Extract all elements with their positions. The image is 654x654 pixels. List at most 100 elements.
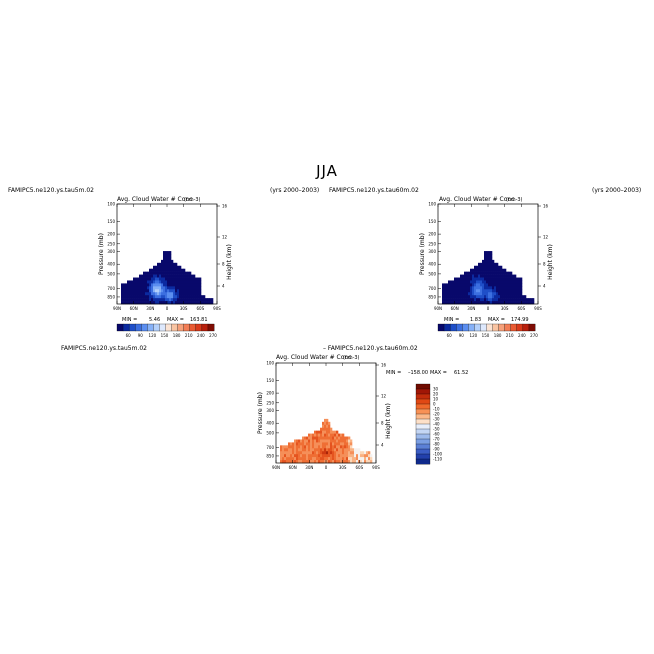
panel3-x-tick-label: 30N: [305, 465, 313, 470]
panel1-field-cell: [159, 277, 162, 281]
panel1-field-cell: [179, 271, 182, 275]
panel2-field-cell: [516, 289, 519, 293]
panel3-field-cell: [290, 457, 293, 461]
panel1-field-cell: [193, 298, 196, 302]
panel3-field-cell: [290, 454, 293, 458]
panel1-field-cell: [185, 277, 188, 281]
panel1-field-cell: [171, 289, 174, 293]
panel1-field-cell: [139, 283, 142, 287]
panel1-field-cell: [169, 298, 172, 302]
panel2-field-cell: [456, 283, 459, 287]
panel3-field-cell: [306, 460, 309, 464]
panel3-field-cell: [308, 457, 311, 461]
panel2-field-cell: [468, 295, 471, 299]
panel3-field-cell: [316, 454, 319, 458]
panel1-field-cell: [175, 274, 178, 278]
panel3-colorbar-label: 30: [433, 387, 439, 392]
panel3-field-cell: [352, 451, 355, 455]
panel2-field-cell: [470, 292, 473, 296]
panel1-field-cell: [151, 271, 154, 275]
panel3-field-cell: [324, 454, 327, 458]
panel3-field-cell: [300, 448, 303, 452]
panel3-field-cell: [322, 457, 325, 461]
panel1-field-cell: [147, 277, 150, 281]
panel2-field-cell: [512, 286, 515, 290]
panel3-field-cell: [352, 457, 355, 461]
panel2-field-cell: [490, 265, 493, 269]
panel2-field-cell: [458, 280, 461, 284]
panel2-field-cell: [456, 295, 459, 299]
panel1-max-label: MAX =: [167, 317, 184, 323]
panel1-field-cell: [177, 271, 180, 275]
panel1-field-cell: [141, 295, 144, 299]
panel2-field-cell: [528, 298, 531, 302]
panel3-field-cell: [316, 436, 319, 440]
panel3-field-cell: [316, 460, 319, 464]
panel1-field-cell: [151, 268, 154, 272]
panel3-field-cell: [318, 457, 321, 461]
panel3-field-cell: [340, 433, 343, 437]
panel3-field-cell: [310, 457, 313, 461]
panel2-field-cell: [518, 301, 521, 305]
panel2-field-cell: [508, 298, 511, 302]
panel2-field-cell: [504, 274, 507, 278]
panel2-field-cell: [486, 274, 489, 278]
panel1-field-cell: [145, 280, 148, 284]
panel3-field-cell: [306, 442, 309, 446]
panel2-field-cell: [462, 283, 465, 287]
panel1-field-cell: [199, 292, 202, 296]
panel1-field-cell: [153, 301, 156, 305]
panel1-field-cell: [185, 298, 188, 302]
panel2-field-cell: [474, 301, 477, 305]
panel1-field-cell: [163, 289, 166, 293]
panel2-field-cell: [524, 295, 527, 299]
panel3-field-cell: [346, 436, 349, 440]
panel2-field-cell: [492, 295, 495, 299]
panel2-field-cell: [458, 301, 461, 305]
panel2-field-cell: [520, 283, 523, 287]
panel2-field-cell: [508, 295, 511, 299]
panel3-field-cell: [340, 448, 343, 452]
panel2-field-cell: [468, 286, 471, 290]
panel1-field-cell: [163, 265, 166, 269]
panel2-field-cell: [478, 295, 481, 299]
panel1-field-cell: [143, 274, 146, 278]
panel3-field-cell: [326, 424, 329, 428]
panel2-field-cell: [514, 289, 517, 293]
panel3-field-cell: [348, 451, 351, 455]
panel2-field-cell: [454, 277, 457, 281]
panel1-field-cell: [193, 277, 196, 281]
panel1-field-cell: [141, 274, 144, 278]
panel2-field-cell: [444, 295, 447, 299]
panel3-field-cell: [370, 457, 373, 461]
panel1-field-cell: [173, 262, 176, 267]
panel1-field-cell: [169, 274, 172, 278]
panel3-field-cell: [294, 439, 297, 443]
panel3-field-cell: [284, 454, 287, 458]
panel1-field-cell: [195, 292, 198, 296]
panel2-field-cell: [464, 271, 467, 275]
panel3-field-cell: [324, 421, 327, 426]
panel1-field-cell: [165, 256, 168, 261]
panel1-field-cell: [171, 271, 174, 275]
panel1-field-cell: [161, 271, 164, 275]
panel1-field-cell: [147, 295, 150, 299]
panel3-field-cell: [326, 448, 329, 452]
panel3-field-cell: [350, 454, 353, 458]
panel1-field-cell: [157, 301, 160, 305]
panel1-field-cell: [197, 277, 200, 281]
panel3-colorbar-label: -70: [433, 437, 440, 442]
panel2-field-cell: [476, 277, 479, 281]
panel1-height-tick-label: 4: [222, 284, 225, 289]
panel2-field-cell: [488, 301, 491, 305]
panel3-field-cell: [294, 460, 297, 464]
panel2-field-cell: [500, 301, 503, 305]
panel1-field-cell: [191, 274, 194, 278]
panel3-field-cell: [338, 439, 341, 443]
panel1-field-cell: [147, 286, 150, 290]
panel2-case-name: FAMIPC5.ne120.ys.tau60m.02: [329, 187, 419, 194]
panel1-field-cell: [191, 286, 194, 290]
panel1-field-cell: [161, 298, 164, 302]
panel1-field-cell: [149, 292, 152, 296]
panel2-field-cell: [530, 298, 533, 302]
